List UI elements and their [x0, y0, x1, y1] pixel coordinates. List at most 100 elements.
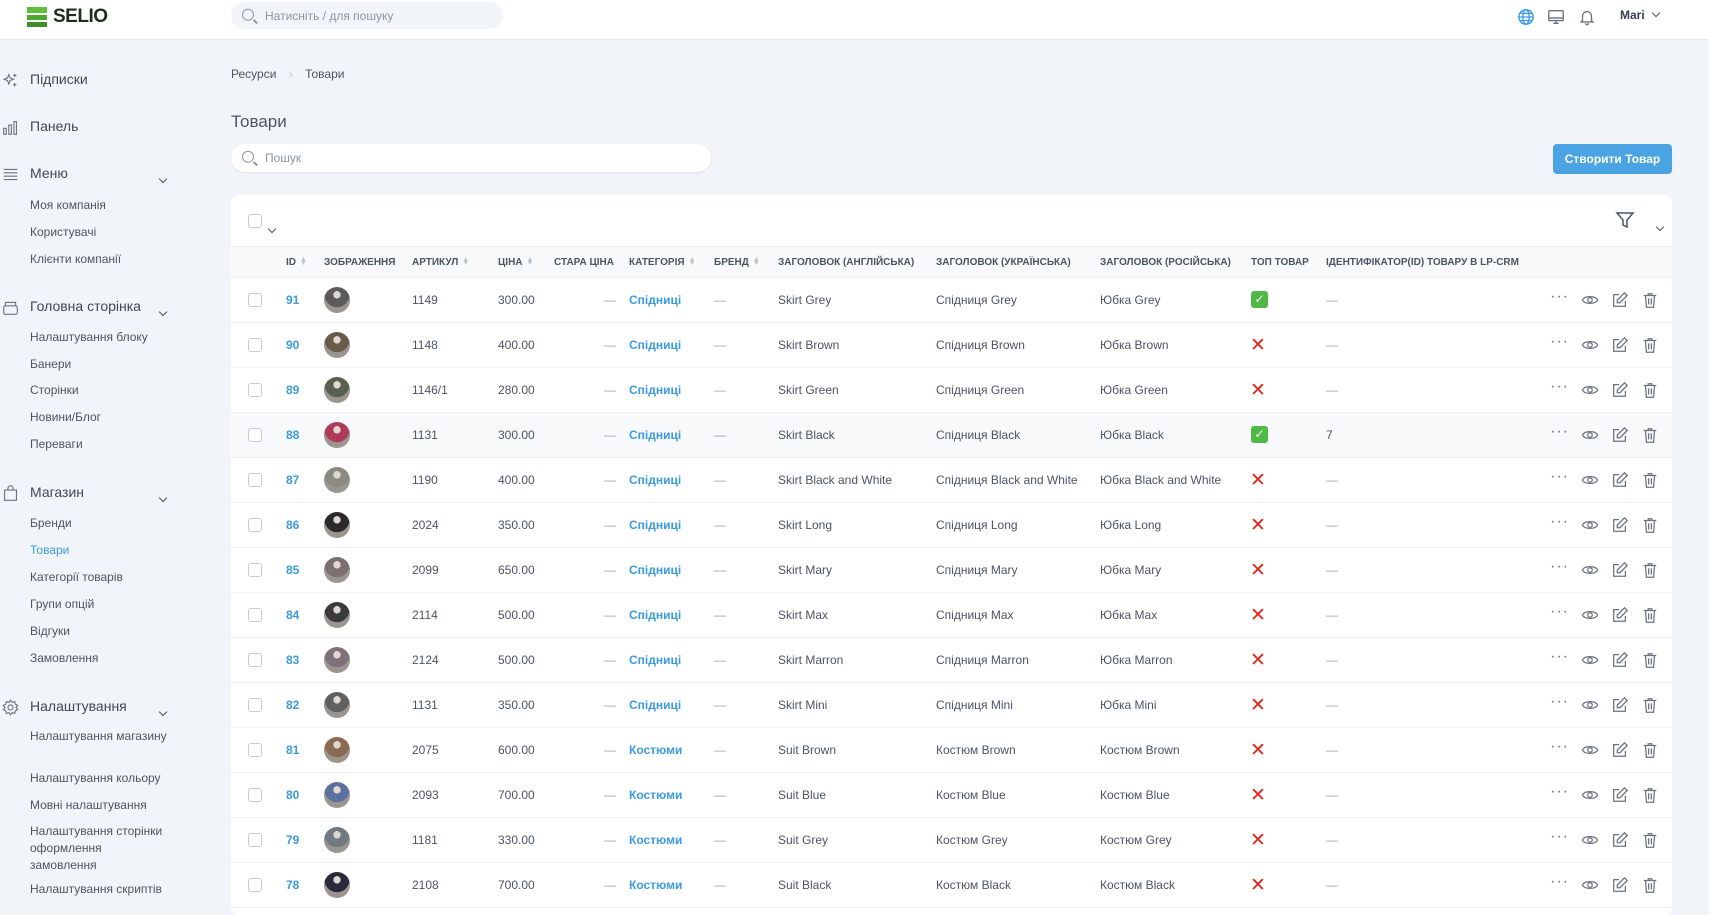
sidebar-subitem[interactable]: Банери	[30, 357, 72, 371]
eye-icon[interactable]	[1581, 516, 1599, 534]
edit-icon[interactable]	[1611, 651, 1629, 669]
sidebar-subitem[interactable]: Налаштування кольору	[30, 771, 161, 785]
eye-icon[interactable]	[1581, 786, 1599, 804]
product-id-link[interactable]: 80	[286, 788, 300, 802]
sort-icon[interactable]: ▲ ▼	[462, 256, 470, 268]
trash-icon[interactable]	[1641, 786, 1659, 804]
row-checkbox[interactable]	[248, 518, 262, 532]
chevron-down-icon[interactable]	[158, 174, 168, 184]
edit-icon[interactable]	[1611, 516, 1629, 534]
eye-icon[interactable]	[1581, 561, 1599, 579]
eye-icon[interactable]	[1581, 651, 1599, 669]
more-actions-icon[interactable]: ···	[1550, 603, 1569, 620]
search-input[interactable]: Пошук	[231, 144, 711, 172]
category-link[interactable]: Спідниці	[629, 293, 682, 307]
category-link[interactable]: Спідниці	[629, 563, 682, 577]
eye-icon[interactable]	[1581, 291, 1599, 309]
row-checkbox[interactable]	[248, 653, 262, 667]
trash-icon[interactable]	[1641, 516, 1659, 534]
product-id-link[interactable]: 88	[286, 428, 300, 442]
edit-icon[interactable]	[1611, 741, 1629, 759]
product-id-link[interactable]: 87	[286, 473, 300, 487]
chevron-down-icon[interactable]	[158, 707, 168, 717]
more-actions-icon[interactable]: ···	[1550, 558, 1569, 575]
sidebar-item-section-3[interactable]: Налаштування	[0, 698, 175, 718]
trash-icon[interactable]	[1641, 471, 1659, 489]
eye-icon[interactable]	[1581, 381, 1599, 399]
trash-icon[interactable]	[1641, 651, 1659, 669]
table-row[interactable]: 87 1190 400.00 — Спідниці — Skirt Black …	[231, 458, 1672, 503]
sidebar-subitem[interactable]: Налаштування скриптів	[30, 882, 162, 896]
row-checkbox[interactable]	[248, 833, 262, 847]
edit-icon[interactable]	[1611, 561, 1629, 579]
sidebar-subitem[interactable]: Налаштування магазину	[30, 729, 167, 743]
sidebar-subitem[interactable]: Сторінки	[30, 383, 79, 397]
product-id-link[interactable]: 85	[286, 563, 300, 577]
eye-icon[interactable]	[1581, 876, 1599, 894]
eye-icon[interactable]	[1581, 426, 1599, 444]
category-link[interactable]: Спідниці	[629, 518, 682, 532]
sidebar-subitem[interactable]: Налаштування сторінки оформлення замовле…	[30, 824, 163, 872]
sidebar-subitem[interactable]: Мовні налаштування	[30, 798, 147, 812]
edit-icon[interactable]	[1611, 336, 1629, 354]
column-header[interactable]: БРЕНД ▲ ▼	[714, 256, 760, 268]
trash-icon[interactable]	[1641, 876, 1659, 894]
product-id-link[interactable]: 89	[286, 383, 300, 397]
row-checkbox[interactable]	[248, 428, 262, 442]
logo[interactable]: SELIO	[27, 6, 108, 28]
sidebar-subitem[interactable]: Категорії товарів	[30, 570, 123, 584]
more-actions-icon[interactable]: ···	[1550, 423, 1569, 440]
product-image[interactable]	[324, 557, 350, 583]
product-id-link[interactable]: 86	[286, 518, 300, 532]
global-search-input[interactable]: Натисніть / для пошуку	[231, 2, 503, 29]
table-row[interactable]: 82 1131 350.00 — Спідниці — Skirt Mini С…	[231, 683, 1672, 728]
row-checkbox[interactable]	[248, 563, 262, 577]
sidebar-subitem[interactable]: Відгуки	[30, 624, 71, 638]
user-menu[interactable]: Mari	[1620, 8, 1660, 22]
column-header[interactable]: ЦІНА ▲ ▼	[498, 256, 534, 268]
filter-chevron-icon[interactable]	[1656, 222, 1665, 232]
eye-icon[interactable]	[1581, 831, 1599, 849]
product-image[interactable]	[324, 827, 350, 853]
table-row[interactable]: 89 1146/1 280.00 — Спідниці — Skirt Gree…	[231, 368, 1672, 413]
category-link[interactable]: Костюми	[629, 878, 683, 892]
category-link[interactable]: Спідниці	[629, 338, 682, 352]
table-row[interactable]: 88 1131 300.00 — Спідниці — Skirt Black …	[231, 413, 1672, 458]
sidebar-subitem[interactable]: Користувачі	[30, 225, 97, 239]
product-id-link[interactable]: 84	[286, 608, 300, 622]
trash-icon[interactable]	[1641, 696, 1659, 714]
column-header[interactable]: КАТЕГОРІЯ ▲ ▼	[629, 256, 696, 268]
product-image[interactable]	[324, 692, 350, 718]
row-checkbox[interactable]	[248, 473, 262, 487]
sidebar-subitem[interactable]: Товари	[30, 543, 70, 557]
edit-icon[interactable]	[1611, 786, 1629, 804]
category-link[interactable]: Спідниці	[629, 428, 682, 442]
sidebar-subitem[interactable]: Групи опцій	[30, 597, 95, 611]
category-link[interactable]: Спідниці	[629, 608, 682, 622]
edit-icon[interactable]	[1611, 876, 1629, 894]
row-checkbox[interactable]	[248, 743, 262, 757]
chevron-down-icon[interactable]	[158, 307, 168, 317]
table-row[interactable]: 91 1149 300.00 — Спідниці — Skirt Grey С…	[231, 278, 1672, 323]
table-row[interactable]: 79 1181 330.00 — Костюми — Suit Grey Кос…	[231, 818, 1672, 863]
more-actions-icon[interactable]: ···	[1550, 648, 1569, 665]
more-actions-icon[interactable]: ···	[1550, 288, 1569, 305]
sort-icon[interactable]: ▲ ▼	[688, 256, 696, 268]
more-actions-icon[interactable]: ···	[1550, 333, 1569, 350]
more-actions-icon[interactable]: ···	[1550, 513, 1569, 530]
sort-icon[interactable]: ▲ ▼	[526, 256, 534, 268]
product-id-link[interactable]: 90	[286, 338, 300, 352]
product-id-link[interactable]: 78	[286, 878, 300, 892]
product-image[interactable]	[324, 602, 350, 628]
product-image[interactable]	[324, 332, 350, 358]
category-link[interactable]: Спідниці	[629, 473, 682, 487]
chevron-down-icon[interactable]	[158, 493, 168, 503]
table-row[interactable]: 84 2114 500.00 — Спідниці — Skirt Max Сп…	[231, 593, 1672, 638]
product-image[interactable]	[324, 737, 350, 763]
product-image[interactable]	[324, 377, 350, 403]
row-checkbox[interactable]	[248, 878, 262, 892]
category-link[interactable]: Спідниці	[629, 653, 682, 667]
table-row[interactable]: 78 2108 700.00 — Костюми — Suit Black Ко…	[231, 863, 1672, 908]
sidebar-subitem[interactable]: Налаштування блоку	[30, 330, 148, 344]
product-id-link[interactable]: 79	[286, 833, 300, 847]
